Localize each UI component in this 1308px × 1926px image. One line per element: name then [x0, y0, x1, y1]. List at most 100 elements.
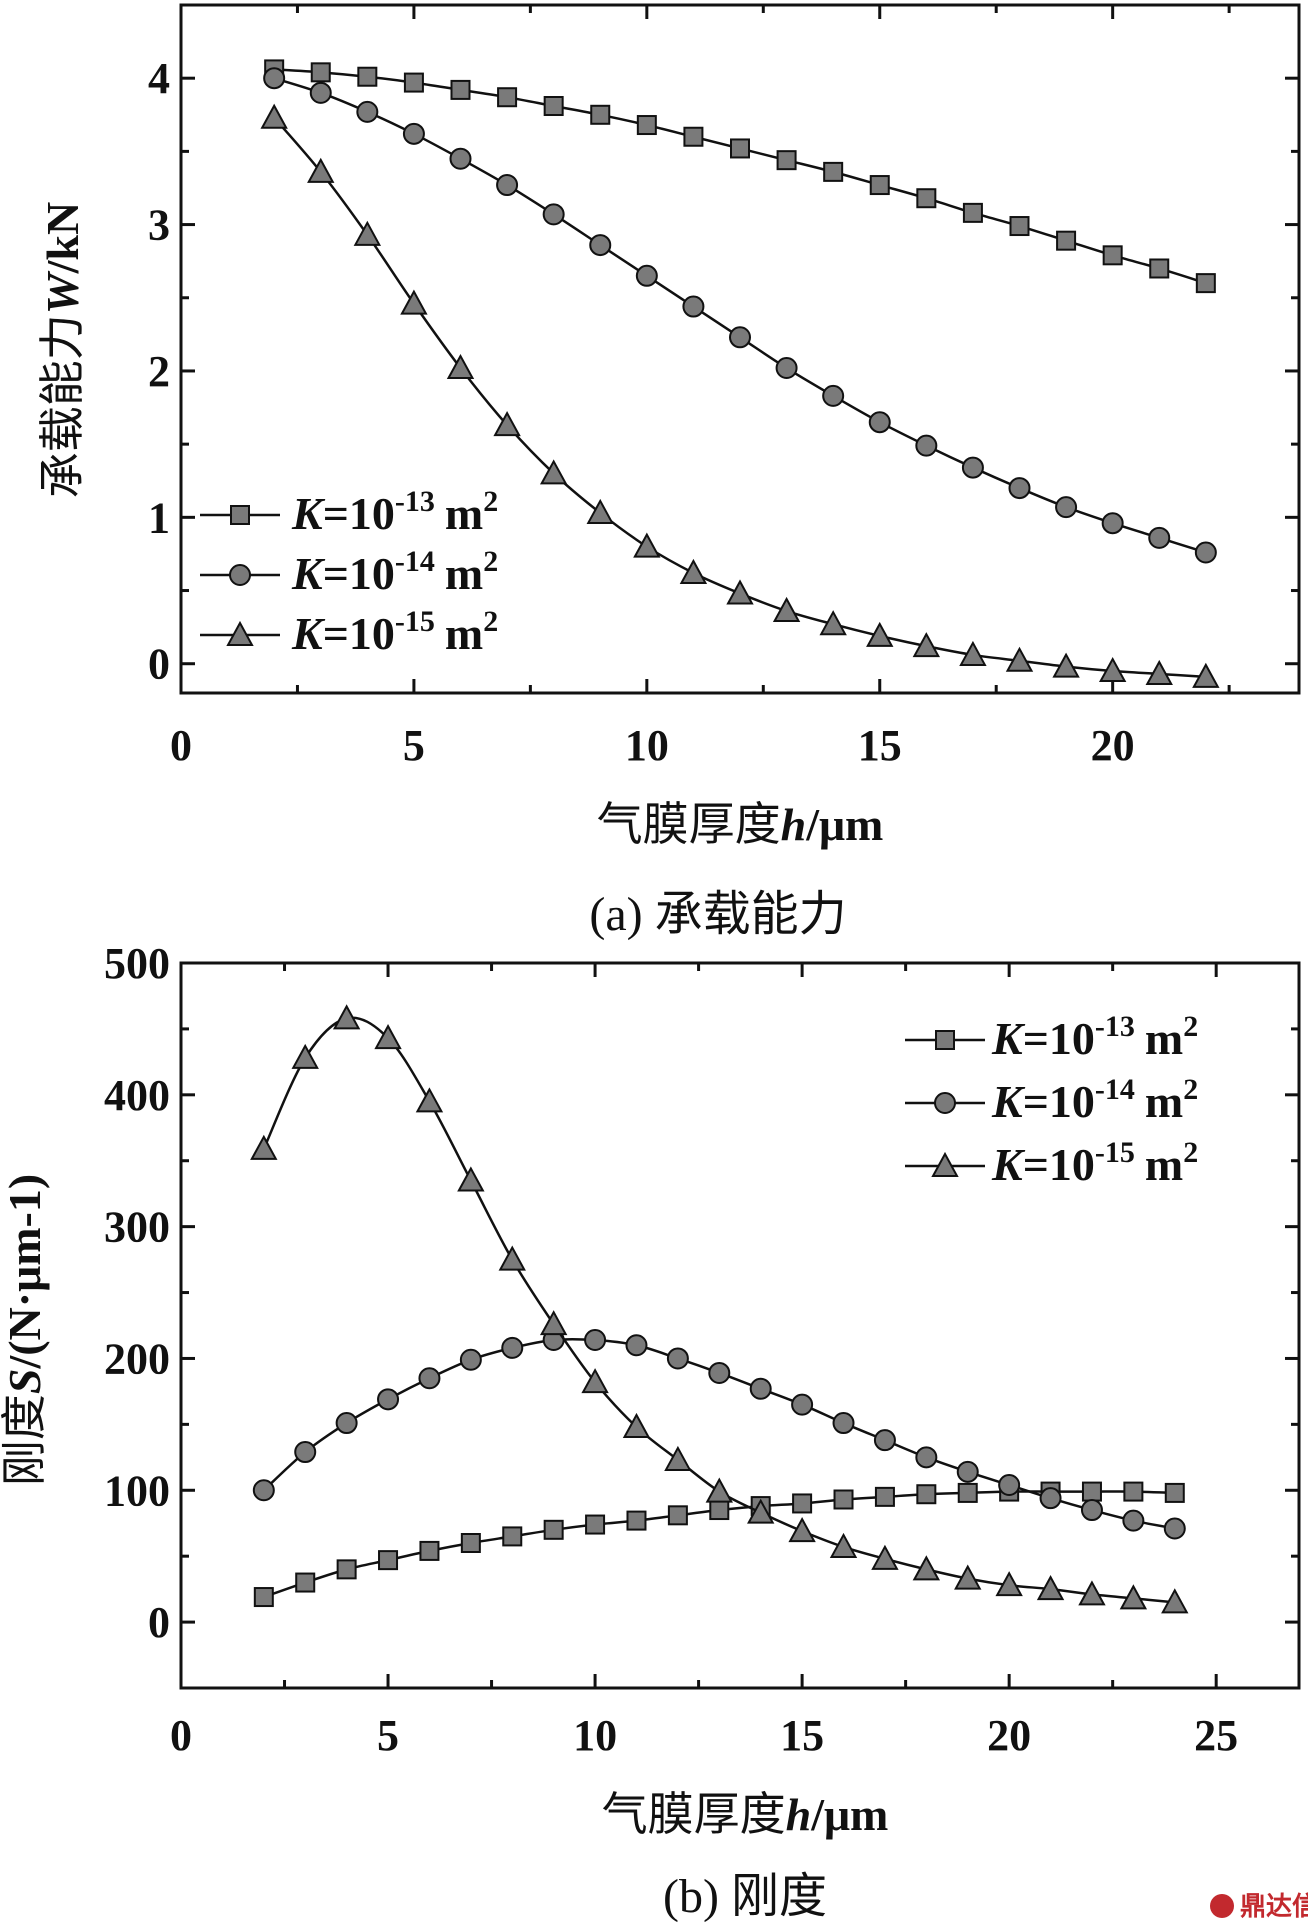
- y-tick-label: 400: [104, 1071, 170, 1120]
- data-point-triangle: [250, 1134, 278, 1160]
- x-tick-label: 0: [170, 1711, 192, 1760]
- data-point-triangle: [581, 1368, 609, 1394]
- legend-marker-triangle: [226, 620, 254, 646]
- y-tick-label: 3: [148, 201, 170, 250]
- data-point-circle: [832, 1412, 855, 1435]
- data-point-circle: [335, 1412, 358, 1435]
- data-point-triangle: [446, 353, 475, 380]
- panel-a-ticks: [179, 3, 1299, 693]
- data-point-triangle: [415, 1087, 444, 1113]
- data-point-circle: [309, 81, 332, 104]
- data-point-square: [419, 1540, 440, 1561]
- legend-item: K=10-14 m2: [905, 1073, 1198, 1127]
- panel-b-ticks: [179, 961, 1299, 1690]
- data-point-circle: [496, 174, 519, 197]
- data-point-triangle: [829, 1532, 858, 1558]
- y-tick-label: 200: [104, 1334, 170, 1383]
- legend-label: K=10-14 m2: [991, 1073, 1198, 1127]
- legend-label: K=10-15 m2: [291, 605, 498, 659]
- panel-b-y-axis-title: 刚度S/(N·μm-1): [0, 1174, 50, 1486]
- data-point-square: [310, 62, 331, 83]
- legend-marker-circle: [229, 564, 251, 586]
- series-line: [274, 68, 1207, 285]
- data-point-square: [585, 1514, 606, 1535]
- series-circle: [263, 67, 1217, 564]
- data-point-triangle: [912, 632, 941, 658]
- series-triangle: [260, 103, 1220, 688]
- panel-a-tick-labels: 0 5 10 15 20 0 1 2 3 4: [148, 54, 1135, 770]
- data-point-square: [1195, 273, 1216, 294]
- data-point-triangle: [788, 1517, 816, 1543]
- legend-marker-square: [230, 505, 250, 525]
- data-point-square: [1009, 216, 1030, 237]
- data-point-square: [403, 72, 424, 93]
- data-point-circle: [868, 411, 891, 434]
- watermark-seal-icon: [1210, 1894, 1234, 1918]
- data-point-circle: [915, 434, 938, 457]
- data-point-square: [869, 175, 890, 196]
- x-tick-label: 10: [625, 721, 669, 770]
- data-point-square: [378, 1550, 399, 1571]
- y-tick-label: 300: [104, 1203, 170, 1252]
- data-point-circle: [584, 1329, 607, 1351]
- data-point-square: [543, 1519, 564, 1540]
- data-point-circle: [729, 326, 751, 349]
- legend-marker-triangle: [931, 1151, 959, 1177]
- data-point-square: [502, 1526, 523, 1547]
- y-tick-label: 2: [148, 347, 170, 396]
- data-point-square: [1164, 1482, 1185, 1503]
- legend-item: K=10-14 m2: [200, 545, 498, 599]
- data-point-circle: [356, 100, 379, 123]
- data-point-circle: [682, 295, 705, 318]
- data-point-circle: [1080, 1499, 1103, 1522]
- data-point-square: [295, 1572, 316, 1593]
- data-point-square: [357, 66, 378, 87]
- data-point-square: [636, 115, 657, 136]
- data-point-circle: [1163, 1517, 1186, 1540]
- data-point-square: [543, 96, 564, 117]
- data-point-square: [916, 188, 937, 209]
- legend-label: K=10-13 m2: [291, 485, 498, 539]
- x-tick-label: 10: [573, 1711, 617, 1760]
- data-point-circle: [1101, 512, 1124, 535]
- data-point-triangle: [664, 1445, 692, 1471]
- panel-b-series: [250, 1004, 1189, 1614]
- data-point-triangle: [1119, 1584, 1148, 1610]
- data-point-triangle: [260, 103, 288, 129]
- data-point-square: [336, 1559, 357, 1580]
- data-point-triangle: [374, 1024, 402, 1050]
- data-point-triangle: [1098, 656, 1127, 683]
- data-point-circle: [263, 67, 286, 90]
- data-point-circle: [501, 1336, 524, 1359]
- data-point-triangle: [400, 289, 428, 315]
- data-point-square: [776, 150, 797, 171]
- data-point-triangle: [586, 498, 614, 524]
- data-point-circle: [873, 1429, 896, 1452]
- data-point-triangle: [954, 1564, 982, 1590]
- y-tick-label: 4: [148, 54, 170, 103]
- data-point-circle: [449, 147, 472, 170]
- data-point-circle: [635, 264, 658, 287]
- panel-a-series: [260, 59, 1220, 688]
- data-point-square: [1102, 245, 1123, 266]
- data-point-triangle: [307, 157, 335, 183]
- x-tick-label: 15: [780, 1711, 824, 1760]
- data-point-square: [590, 104, 611, 125]
- panel-b-plot-frame: [179, 961, 1301, 1690]
- data-point-triangle: [726, 579, 754, 605]
- y-tick-label: 100: [104, 1466, 170, 1515]
- data-point-triangle: [819, 610, 847, 636]
- series-square: [264, 59, 1216, 294]
- data-point-square: [1123, 1481, 1144, 1502]
- data-point-triangle: [622, 1412, 651, 1438]
- x-tick-label: 5: [377, 1711, 399, 1760]
- data-point-triangle: [457, 1166, 485, 1192]
- data-point-triangle: [995, 1571, 1023, 1597]
- data-point-circle: [708, 1361, 731, 1384]
- series-triangle: [250, 1004, 1189, 1614]
- data-point-square: [709, 1500, 730, 1521]
- data-point-circle: [377, 1388, 400, 1411]
- data-point-circle: [822, 384, 845, 407]
- data-point-triangle: [1192, 662, 1220, 688]
- legend-item: K=10-15 m2: [905, 1136, 1198, 1190]
